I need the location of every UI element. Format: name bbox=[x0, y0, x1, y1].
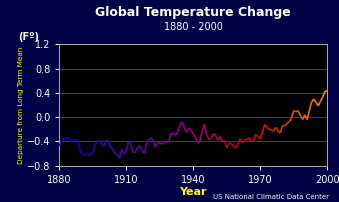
Text: 1880 - 2000: 1880 - 2000 bbox=[164, 22, 223, 32]
Text: Global Temperature Change: Global Temperature Change bbox=[95, 6, 291, 19]
Text: (Fº): (Fº) bbox=[18, 32, 39, 42]
X-axis label: Year: Year bbox=[179, 187, 207, 197]
Y-axis label: Departure from Long Term Mean: Departure from Long Term Mean bbox=[18, 46, 24, 164]
Text: US National Climatic Data Center: US National Climatic Data Center bbox=[213, 194, 329, 200]
